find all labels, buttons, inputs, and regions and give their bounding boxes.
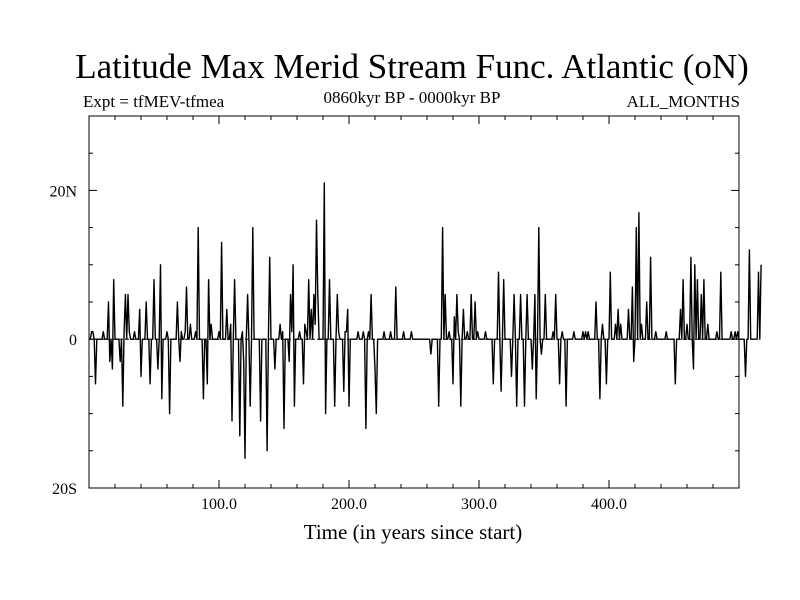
chart-title: Latitude Max Merid Stream Func. Atlantic… [75, 47, 749, 86]
axis-tick-labels: 100.0 200.0 300.0 400.0 20N 0 20S [49, 183, 627, 513]
series-line [89, 182, 762, 459]
x-tick-label: 200.0 [331, 496, 367, 513]
chart-subtitle-right: ALL_MONTHS [627, 92, 740, 111]
y-tick-label: 0 [69, 332, 77, 349]
chart-subtitle-center: 0860kyr BP - 0000kyr BP [324, 88, 501, 107]
axis-ticks [89, 115, 739, 489]
x-tick-label: 400.0 [591, 496, 627, 513]
y-tick-label: 20N [49, 183, 77, 200]
x-tick-label: 300.0 [461, 496, 497, 513]
x-axis-label: Time (in years since start) [304, 520, 523, 544]
x-tick-label: 100.0 [201, 496, 237, 513]
y-tick-label: 20S [52, 481, 77, 498]
chart-subtitle-left: Expt = tfMEV-tfmea [83, 92, 225, 111]
